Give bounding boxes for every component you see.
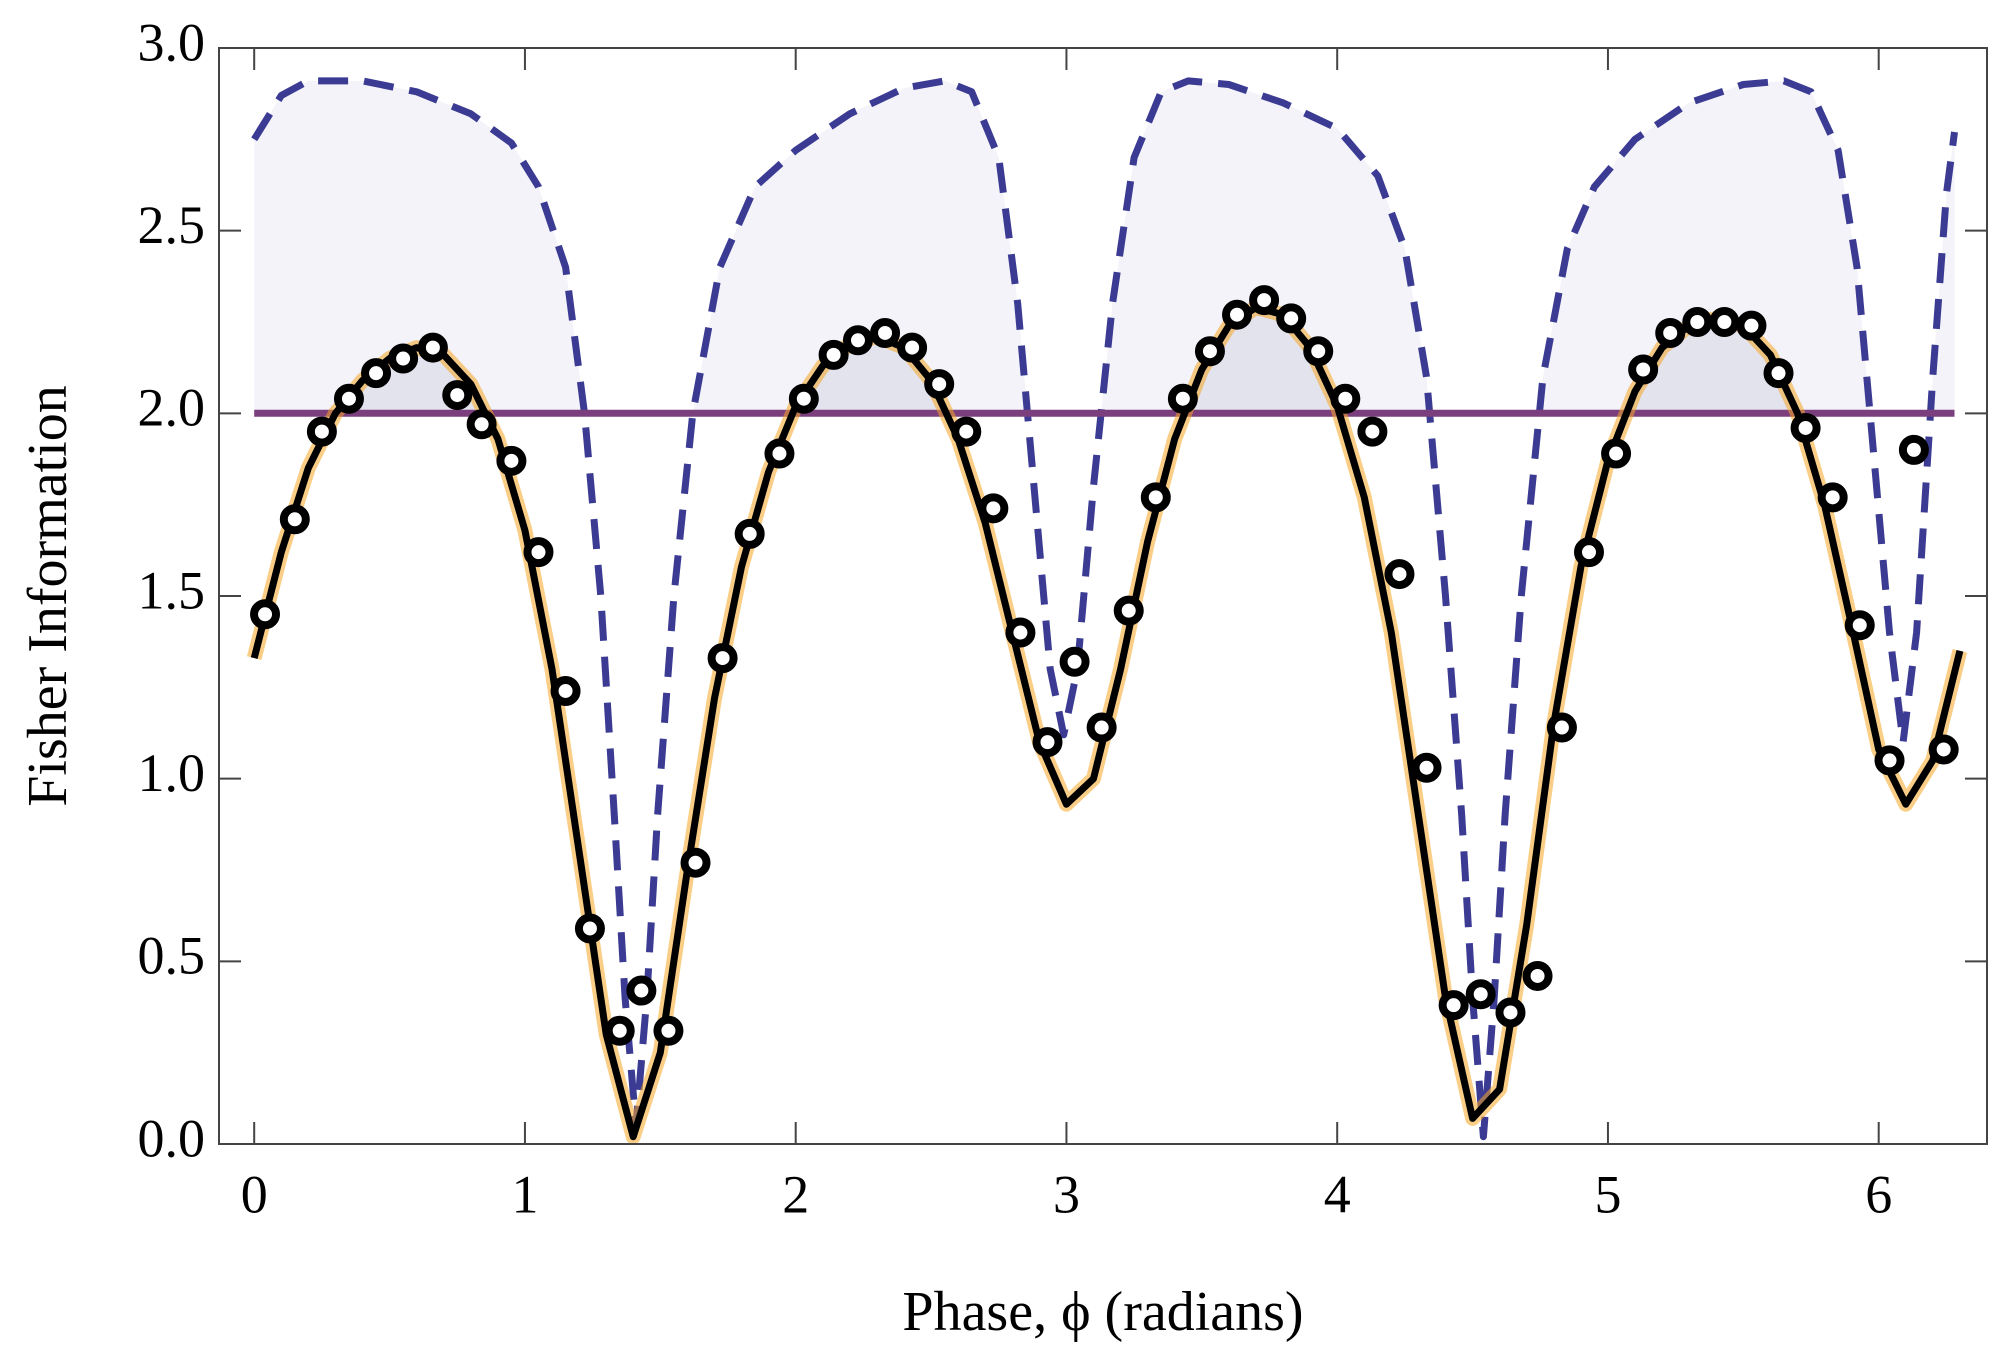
y-tick-label: 3.0 (138, 12, 206, 72)
data-point (1249, 285, 1280, 316)
data-point (1086, 712, 1117, 743)
data-point (626, 975, 657, 1006)
data-point (653, 1015, 684, 1046)
x-tick-label: 6 (1865, 1164, 1892, 1224)
data-point (1140, 482, 1171, 513)
data-point (1384, 559, 1415, 590)
data-point (250, 599, 281, 630)
data-point (1601, 438, 1632, 469)
data-point (1874, 745, 1905, 776)
data-point (1059, 646, 1090, 677)
data-point (924, 369, 955, 400)
data-point (1438, 990, 1469, 1021)
data-point (1113, 595, 1144, 626)
data-point (1357, 416, 1388, 447)
x-tick-label: 0 (241, 1164, 268, 1224)
y-tick-label: 1.0 (138, 743, 206, 803)
fill-layer (254, 80, 1960, 414)
data-point (978, 493, 1009, 524)
data-point (1167, 383, 1198, 414)
area-fill (254, 80, 1955, 414)
data-point (1790, 412, 1821, 443)
y-tick-label: 0.5 (138, 926, 206, 986)
data-point (1763, 358, 1794, 389)
data-point (1546, 712, 1577, 743)
data-point (951, 416, 982, 447)
data-point (1844, 610, 1875, 641)
data-point (388, 343, 419, 374)
y-axis-label: Fisher Information (17, 385, 79, 806)
x-tick-label: 4 (1324, 1164, 1351, 1224)
data-point (1032, 727, 1063, 758)
data-point (1736, 310, 1767, 341)
y-tick-label: 0.0 (138, 1108, 206, 1168)
x-tick-label: 5 (1594, 1164, 1621, 1224)
data-point (333, 383, 364, 414)
data-point (1898, 434, 1929, 465)
data-point (1928, 734, 1959, 765)
data-point (1465, 979, 1496, 1010)
x-tick-label: 1 (511, 1164, 538, 1224)
data-point (734, 518, 765, 549)
data-point (1194, 336, 1225, 367)
mark-layer (246, 77, 1968, 1145)
data-point (788, 383, 819, 414)
data-point (1303, 336, 1334, 367)
data-point (361, 358, 392, 389)
data-point (523, 537, 554, 568)
dashed-line (251, 77, 1958, 1141)
data-point (1817, 482, 1848, 513)
data-point (466, 409, 497, 440)
data-point (1495, 997, 1526, 1028)
x-tick-label: 2 (782, 1164, 809, 1224)
y-tick-label: 2.0 (138, 378, 206, 438)
data-point (574, 913, 605, 944)
x-axis-label: Phase, ϕ (radians) (902, 1281, 1303, 1343)
data-point (1709, 307, 1740, 337)
data-point (1276, 303, 1307, 334)
data-point (1222, 299, 1253, 330)
data-point (707, 643, 738, 674)
data-point (1628, 354, 1659, 385)
data-point (279, 504, 310, 535)
data-point (550, 675, 581, 706)
data-point (1573, 537, 1604, 568)
y-tick-label: 2.5 (138, 195, 206, 255)
data-point (818, 339, 849, 370)
data-point (1682, 307, 1713, 337)
data-point (897, 332, 928, 363)
data-point (1655, 317, 1686, 348)
data-point (680, 847, 711, 878)
x-tick-label: 3 (1053, 1164, 1080, 1224)
data-point (306, 416, 337, 447)
data-point (1522, 960, 1553, 991)
data-point (1411, 752, 1442, 783)
data-point (1005, 617, 1036, 648)
data-point (764, 438, 795, 469)
data-point (442, 380, 473, 411)
data-point (842, 325, 873, 356)
data-point (417, 332, 448, 363)
data-point (870, 317, 901, 348)
data-point (496, 445, 527, 476)
data-point (1330, 383, 1361, 414)
data-point (604, 1015, 635, 1046)
y-tick-label: 1.5 (138, 560, 206, 620)
